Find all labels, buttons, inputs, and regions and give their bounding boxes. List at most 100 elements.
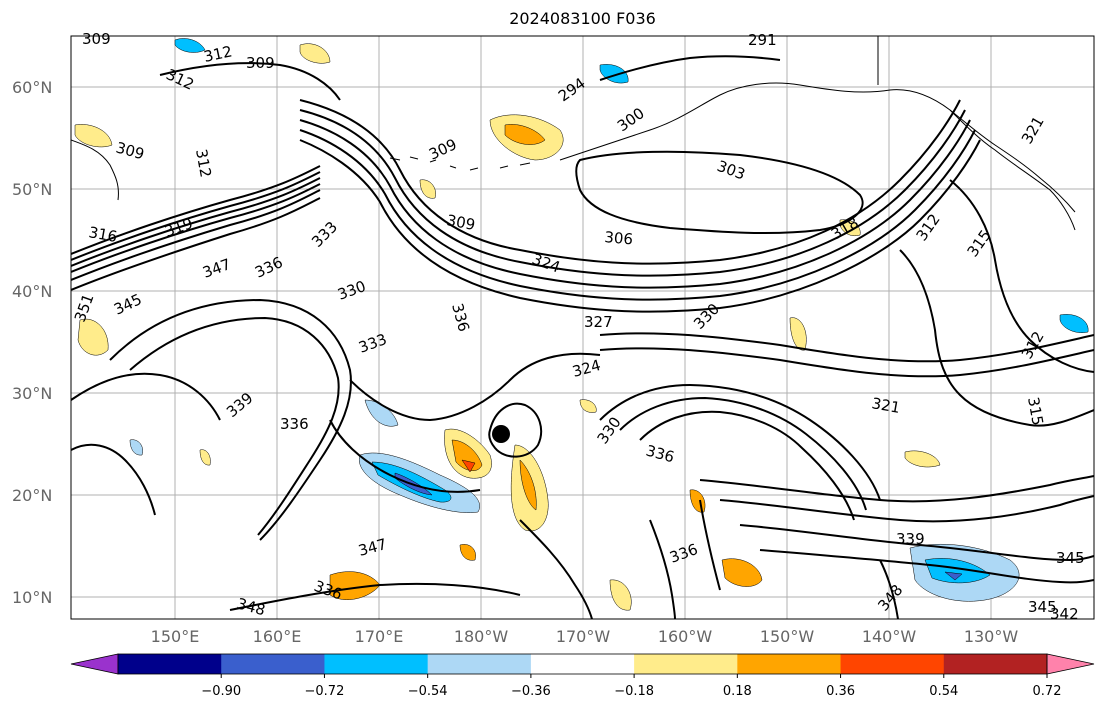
colorbar-swatch	[324, 654, 429, 674]
contour-line	[879, 559, 899, 619]
contour-line	[575, 150, 864, 235]
contour-line	[129, 316, 340, 536]
shade-blob	[609, 579, 632, 611]
contour-line	[639, 410, 855, 521]
colorbar-swatch	[634, 654, 738, 674]
lon-label-150e: 150°E	[151, 627, 200, 646]
contour-line	[229, 582, 521, 611]
contour-line	[71, 165, 321, 255]
contour-line	[109, 298, 352, 541]
contour-line	[299, 99, 961, 265]
contour-label: 339	[896, 530, 925, 548]
contour-line	[949, 179, 1094, 373]
contour-line	[329, 419, 481, 493]
colorbar-swatch	[737, 654, 842, 674]
shade-blob	[1059, 314, 1089, 333]
contour-line	[699, 475, 1094, 503]
contour-line	[599, 347, 1094, 378]
contour-label: 316	[87, 223, 118, 246]
colorbar-high-extension	[1046, 653, 1095, 675]
map-frame	[70, 35, 1095, 620]
lon-label-180w: 180°W	[454, 627, 509, 646]
contour-line	[899, 249, 1094, 427]
colorbar-tick-label: −0.18	[614, 684, 654, 699]
contour-line	[599, 332, 1094, 363]
contour-line	[71, 171, 321, 261]
lon-label-150w: 150°W	[760, 627, 815, 646]
colorbar-tick-label: 0.54	[929, 684, 958, 699]
contour-line	[649, 519, 676, 619]
contour-label: 309	[82, 30, 111, 48]
contour-line	[71, 189, 321, 281]
contour-line	[759, 549, 1094, 584]
lon-label-130w: 130°W	[964, 627, 1019, 646]
shade-blob	[299, 43, 331, 64]
colorbar-swatch	[118, 654, 222, 674]
contour-label: 306	[604, 228, 634, 248]
lon-label-160w: 160°W	[658, 627, 713, 646]
contour-label: 315	[1024, 396, 1047, 427]
lat-label-40n: 40°N	[12, 282, 52, 301]
contour-line	[71, 183, 321, 273]
theta-contours	[71, 55, 1094, 619]
colorbar-swatch	[840, 654, 945, 674]
colorbar-swatch	[530, 654, 635, 674]
contour-label: 321	[870, 394, 901, 417]
colorbar-low-extension	[70, 653, 119, 675]
contour-label: 327	[584, 313, 613, 331]
contour-line	[299, 109, 966, 277]
map-plot-area	[70, 35, 1095, 620]
contour-label: 336	[280, 415, 309, 433]
contour-line	[71, 443, 156, 516]
latitude-labels: 60°N 50°N 40°N 30°N 20°N 10°N	[12, 78, 52, 607]
contour-label: 342	[1050, 605, 1079, 623]
shade-blob	[924, 558, 991, 584]
shade-blob	[74, 124, 113, 148]
contour-line	[71, 197, 321, 291]
contour-line	[71, 372, 221, 421]
contour-label: 345	[1056, 549, 1085, 567]
lon-label-170w: 170°W	[556, 627, 611, 646]
colorbar-tick-label: −0.72	[305, 684, 345, 699]
shade-blob	[419, 179, 436, 199]
contour-line	[349, 352, 601, 422]
shade-blob	[129, 439, 143, 456]
contour-line	[299, 119, 971, 289]
contour-line	[699, 499, 721, 591]
shade-blob	[199, 449, 211, 466]
lat-label-30n: 30°N	[12, 384, 52, 403]
shade-blob	[504, 124, 546, 145]
lon-label-160e: 160°E	[253, 627, 302, 646]
lat-label-60n: 60°N	[12, 78, 52, 97]
contour-line	[599, 55, 781, 81]
colorbar-frame	[117, 653, 1048, 675]
contour-line	[71, 177, 321, 267]
shade-blob	[944, 571, 963, 581]
colorbar-swatch	[221, 654, 325, 674]
alaska-coastline	[559, 82, 1076, 213]
contour-line	[488, 402, 543, 458]
lon-label-140w: 140°W	[862, 627, 917, 646]
shade-blob	[77, 318, 109, 356]
colorbar-tick-label: −0.36	[511, 684, 551, 699]
aleutian-islands	[389, 156, 531, 171]
contour-line	[159, 62, 341, 101]
russia-coastline	[71, 139, 119, 201]
shade-blob	[519, 459, 537, 511]
shade-blob	[579, 399, 597, 413]
longitude-labels: 150°E 160°E 170°E 180°W 170°W 160°W 150°…	[151, 627, 1019, 646]
shade-blob	[904, 450, 941, 468]
contour-label: 291	[748, 31, 777, 49]
storm-center-marker	[492, 425, 510, 443]
shaded-anomaly-fields	[74, 38, 1089, 611]
contour-label: 309	[445, 211, 476, 234]
colorbar-tick-label: −0.90	[201, 684, 241, 699]
colorbar: −0.90 −0.72 −0.54 −0.36 −0.18 0.18 0.36 0.54 0.7…	[70, 653, 1095, 699]
map-title: 2024083100 F036	[509, 9, 656, 28]
shade-blob	[174, 38, 206, 53]
colorbar-swatch	[427, 654, 532, 674]
colorbar-tick-label: 0.36	[826, 684, 855, 699]
shade-blob	[461, 459, 476, 473]
colorbar-tick-label: −0.54	[408, 684, 448, 699]
